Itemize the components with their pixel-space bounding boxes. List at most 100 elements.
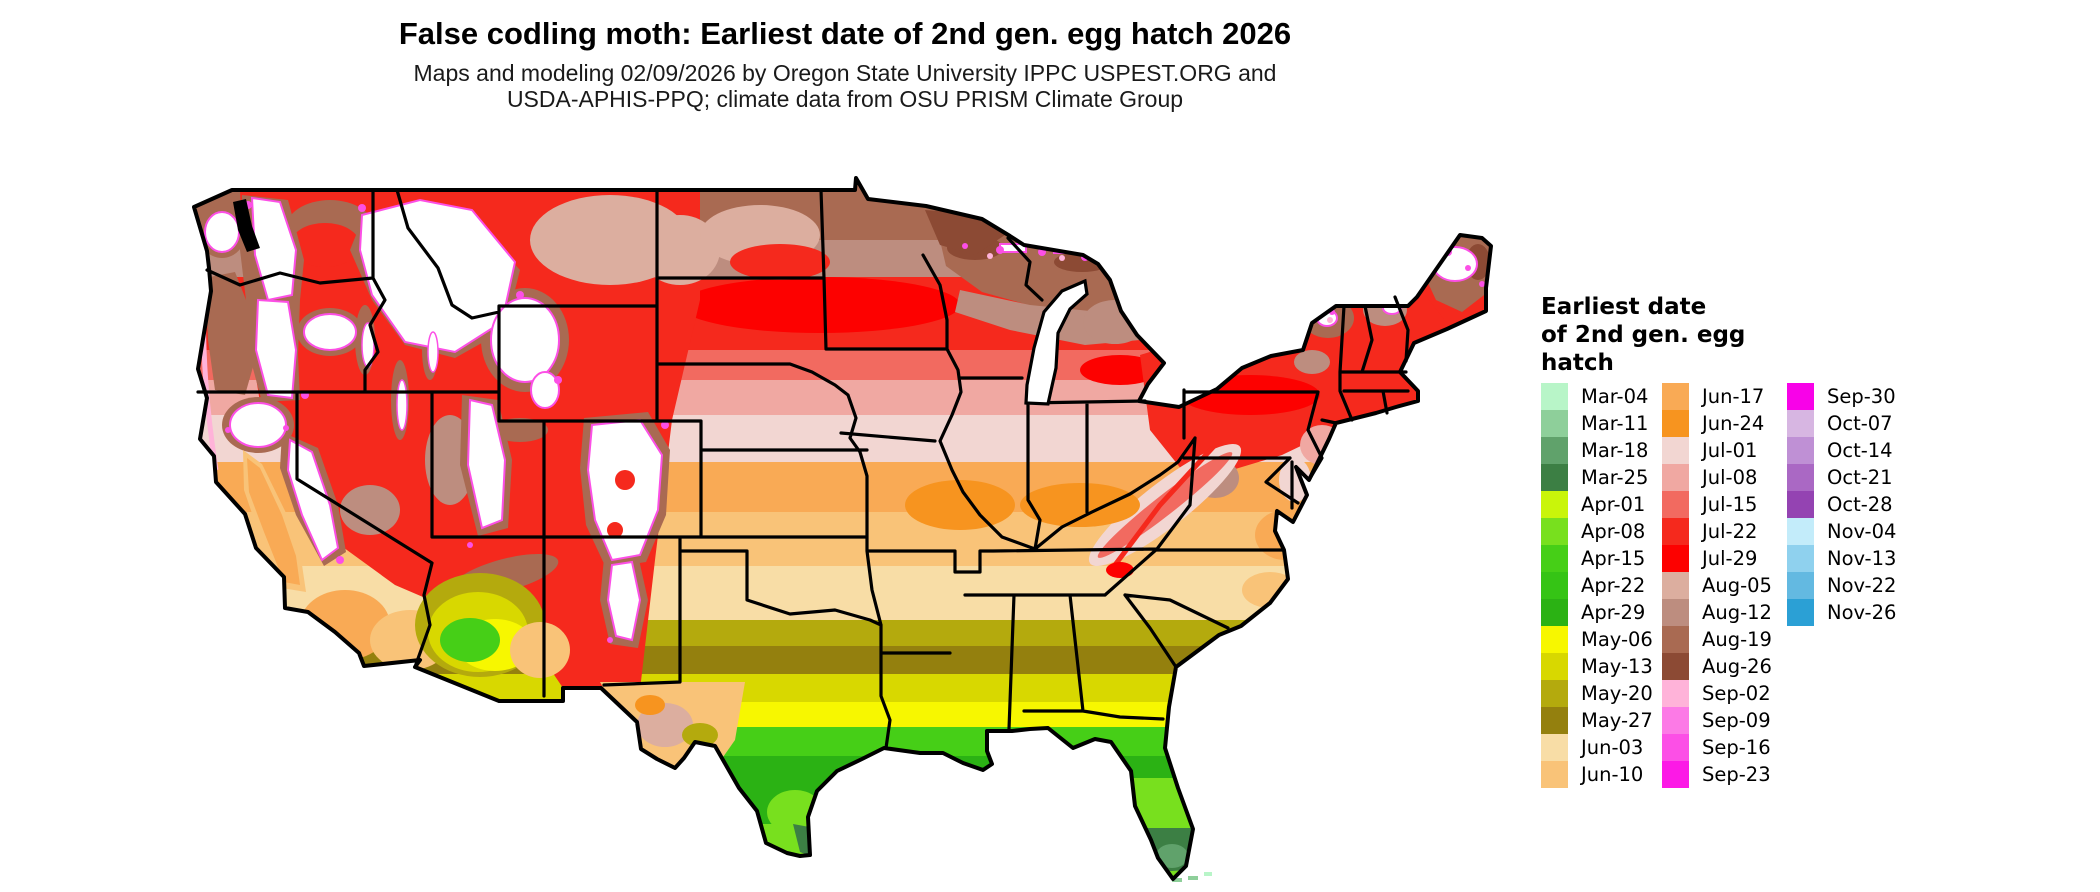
legend-label: Nov-13 [1827,547,1897,570]
legend-label: Jul-15 [1702,493,1758,516]
subtitle-line-1: Maps and modeling 02/09/2026 by Oregon S… [413,60,1277,86]
legend-swatch [1662,761,1689,788]
legend-item: Nov-26 [1787,599,1896,626]
no-data-wind-river [530,371,560,409]
band-yellow-green [194,824,1491,879]
no-data-nevada-2 [396,379,408,431]
legend-label: Jul-08 [1702,466,1758,489]
legend-item: May-20 [1541,680,1653,707]
state-borders [196,188,1410,750]
legend-label: Oct-07 [1827,412,1893,435]
legend-label: Apr-01 [1581,493,1646,516]
legend-swatch [1787,383,1814,410]
legend-item: Mar-04 [1541,383,1653,410]
legend-swatch [1662,410,1689,437]
page-subtitle: Maps and modeling 02/09/2026 by Oregon S… [95,60,1595,112]
legend-item: Sep-02 [1662,680,1772,707]
appalachian-salmon [1097,452,1233,558]
legend-swatch [1662,383,1689,410]
legend-item: Apr-15 [1541,545,1653,572]
legend-item: May-27 [1541,707,1653,734]
red-core-michigan [1080,355,1160,385]
legend-swatch [1662,464,1689,491]
legend-item: Nov-13 [1787,545,1896,572]
legend-item: May-06 [1541,626,1653,653]
legend-label: Jul-22 [1702,520,1758,543]
legend-item: Oct-21 [1787,464,1896,491]
florida-central-yellowgreen [1118,778,1200,836]
legend-swatch [1541,761,1568,788]
legend-label: Jul-29 [1702,547,1758,570]
legend-swatch [1541,437,1568,464]
legend-label: May-27 [1581,709,1653,732]
legend-label: Aug-19 [1702,628,1772,651]
no-data-or-cascades [254,298,298,400]
legend-label: Nov-04 [1827,520,1897,543]
puget-sound [233,199,260,252]
legend-item: Apr-29 [1541,599,1653,626]
legend-item: Aug-12 [1662,599,1772,626]
dusty-montana-2 [640,215,720,285]
legend-label: Jun-24 [1702,412,1765,435]
legend-title-line-1: Earliest date [1541,294,1707,320]
legend-item: Mar-11 [1541,410,1653,437]
legend-swatch [1662,437,1689,464]
legend-swatch [1541,464,1568,491]
legend-label: Sep-16 [1702,736,1771,759]
no-data-yellowstone [490,297,560,383]
legend-label: May-13 [1581,655,1653,678]
no-data-idaho [358,198,517,354]
legend-swatch [1787,491,1814,518]
legend-swatch [1541,518,1568,545]
no-data-nevada-3 [427,331,439,373]
legend-swatch [1541,491,1568,518]
legend-swatch [1787,518,1814,545]
legend-column-3: Sep-30 Oct-07 Oct-14 Oct-21 Oct-28 Nov-04 Nov-… [1787,383,1896,626]
legend-label: Oct-21 [1827,466,1893,489]
legend-item: Jul-22 [1662,518,1772,545]
legend-label: Mar-11 [1581,412,1649,435]
no-data-olympics [204,211,240,253]
legend-label: Apr-29 [1581,601,1646,624]
delmarva-pink [1279,458,1311,502]
legend-item: Mar-18 [1541,437,1653,464]
legend-item: Aug-26 [1662,653,1772,680]
legend-label: Mar-25 [1581,466,1649,489]
legend-item: Oct-07 [1787,410,1896,437]
band-green-1 [194,727,1491,756]
legend-label: Sep-23 [1702,763,1771,786]
legend-label: Aug-05 [1702,574,1772,597]
legend-swatch [1541,680,1568,707]
legend-item: Mar-25 [1541,464,1653,491]
no-data-blues [303,313,357,351]
az-green-core [440,618,500,662]
legend-swatch [1787,410,1814,437]
legend-item: Nov-04 [1787,518,1896,545]
legend-label: Aug-12 [1702,601,1772,624]
legend-label: Apr-15 [1581,547,1646,570]
legend-label: May-20 [1581,682,1653,705]
west-texas-orange [635,695,665,715]
colorado-inner-red-2 [607,522,623,538]
legend-label: Oct-28 [1827,493,1893,516]
appalachian-red-spine [1113,443,1217,567]
red-columbia-basin [290,223,360,267]
orange-core-ohio-valley [1020,483,1140,527]
band-dark-yellow [194,674,1491,702]
legend-swatch [1662,707,1689,734]
florida-keys [1172,872,1212,882]
band-yellow [194,702,1491,727]
legend-label: May-06 [1581,628,1653,651]
no-data-sangre [606,560,642,642]
legend-item: May-13 [1541,653,1653,680]
legend-swatch [1541,383,1568,410]
lake-michigan [1024,278,1089,406]
west-texas-olive [682,723,718,747]
legend-swatch [1662,734,1689,761]
legend-item: Aug-19 [1662,626,1772,653]
legend-swatch [1787,572,1814,599]
red-core-plains [680,277,960,333]
legend-label: Jun-17 [1702,385,1765,408]
